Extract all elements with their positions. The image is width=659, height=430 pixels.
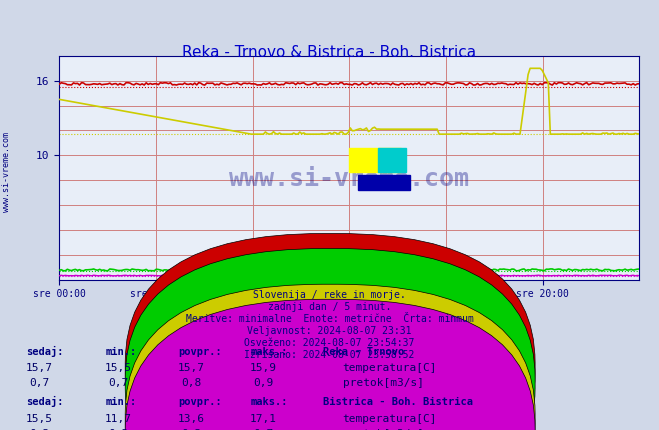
Text: 15,5: 15,5 bbox=[105, 363, 132, 373]
Text: maks.:: maks.: bbox=[250, 347, 288, 357]
Bar bbox=[349, 148, 401, 172]
Text: 13,6: 13,6 bbox=[178, 414, 204, 424]
Text: Bistrica - Boh. Bistrica: Bistrica - Boh. Bistrica bbox=[323, 397, 473, 408]
Text: Veljavnost: 2024-08-07 23:31: Veljavnost: 2024-08-07 23:31 bbox=[247, 326, 412, 336]
Text: Meritve: minimalne  Enote: metrične  Črta: minmum: Meritve: minimalne Enote: metrične Črta:… bbox=[186, 314, 473, 324]
Text: 0,9: 0,9 bbox=[254, 378, 273, 388]
Text: Slovenija / reke in morje.: Slovenija / reke in morje. bbox=[253, 290, 406, 300]
Text: min.:: min.: bbox=[105, 347, 136, 357]
Text: 15,7: 15,7 bbox=[26, 363, 53, 373]
Text: 0,8: 0,8 bbox=[181, 378, 201, 388]
Text: povpr.:: povpr.: bbox=[178, 397, 221, 408]
Text: 15,9: 15,9 bbox=[250, 363, 277, 373]
Text: 17,1: 17,1 bbox=[250, 414, 277, 424]
Text: Izrisano: 2024-08-07 23:58:52: Izrisano: 2024-08-07 23:58:52 bbox=[244, 350, 415, 360]
Text: 0,7: 0,7 bbox=[254, 429, 273, 430]
Text: 15,7: 15,7 bbox=[178, 363, 204, 373]
Text: min.:: min.: bbox=[105, 397, 136, 408]
Text: 15,5: 15,5 bbox=[26, 414, 53, 424]
Text: pretok[m3/s]: pretok[m3/s] bbox=[343, 429, 424, 430]
Text: 0,3: 0,3 bbox=[181, 429, 201, 430]
Text: Reka - Trnovo: Reka - Trnovo bbox=[323, 347, 404, 357]
Bar bbox=[358, 175, 410, 190]
Text: www.si-vreme.com: www.si-vreme.com bbox=[229, 167, 469, 191]
Text: sedaj:: sedaj: bbox=[26, 346, 64, 357]
Text: temperatura[C]: temperatura[C] bbox=[343, 414, 437, 424]
Text: 0,7: 0,7 bbox=[109, 378, 129, 388]
Text: povpr.:: povpr.: bbox=[178, 347, 221, 357]
Text: pretok[m3/s]: pretok[m3/s] bbox=[343, 378, 424, 388]
Text: 0,3: 0,3 bbox=[30, 429, 49, 430]
Text: Osveženo: 2024-08-07 23:54:37: Osveženo: 2024-08-07 23:54:37 bbox=[244, 338, 415, 348]
Text: maks.:: maks.: bbox=[250, 397, 288, 408]
Bar bbox=[378, 148, 406, 172]
Text: 0,7: 0,7 bbox=[30, 378, 49, 388]
Text: www.si-vreme.com: www.si-vreme.com bbox=[2, 132, 11, 212]
Text: Reka - Trnovo & Bistrica - Boh. Bistrica: Reka - Trnovo & Bistrica - Boh. Bistrica bbox=[183, 45, 476, 60]
Text: zadnji dan / 5 minut.: zadnji dan / 5 minut. bbox=[268, 302, 391, 312]
Text: temperatura[C]: temperatura[C] bbox=[343, 363, 437, 373]
Text: sedaj:: sedaj: bbox=[26, 396, 64, 408]
Text: 0,3: 0,3 bbox=[109, 429, 129, 430]
Text: 11,7: 11,7 bbox=[105, 414, 132, 424]
